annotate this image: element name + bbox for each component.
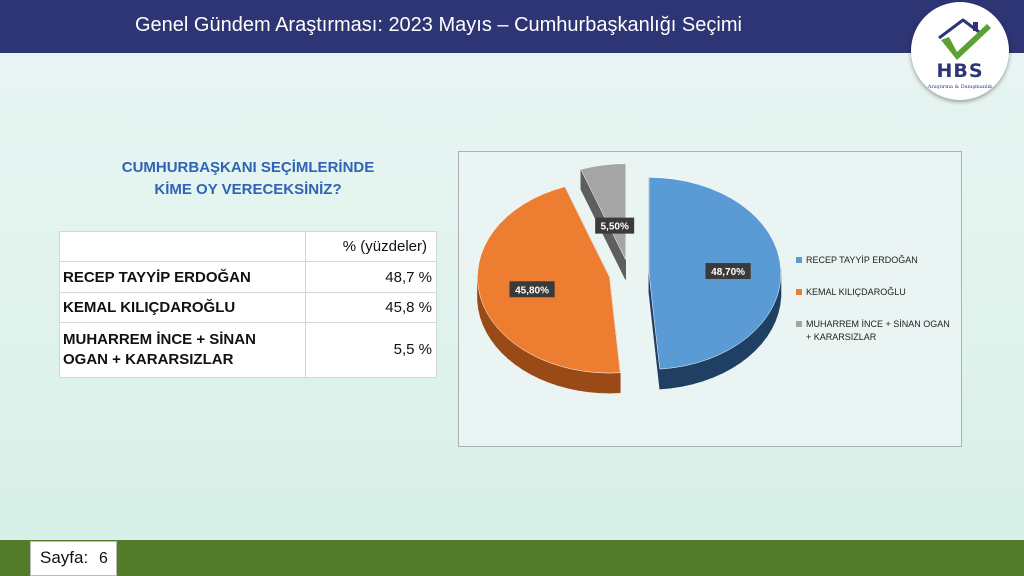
row-name: KEMAL KILIÇDAROĞLU	[59, 292, 306, 323]
question-heading: CUMHURBAŞKANI SEÇİMLERİNDE KİME OY VEREC…	[100, 157, 396, 201]
legend-label: RECEP TAYYİP ERDOĞAN	[806, 255, 918, 265]
question-line-1: CUMHURBAŞKANI SEÇİMLERİNDE	[121, 159, 375, 176]
table-row: RECEP TAYYİP ERDOĞAN 48,7 %	[59, 261, 437, 293]
pie-data-label-text: 45,80%	[515, 285, 549, 296]
results-table: % (yüzdeler) RECEP TAYYİP ERDOĞAN 48,7 %…	[59, 231, 437, 378]
table-row: KEMAL KILIÇDAROĞLU 45,8 %	[59, 292, 437, 323]
pie-data-label: 45,80%	[509, 281, 555, 298]
pie-chart: 48,70% 45,80% 5,50% RECEP TAYYİP ERDOĞAN KEM…	[477, 163, 950, 394]
question-line-2: KİME OY VERECEKSİNİZ?	[154, 181, 342, 198]
row-name-line-1: MUHARREM İNCE + SİNAN	[63, 331, 256, 348]
table-header-percent: % (yüzdeler)	[305, 231, 437, 262]
header-bar: Genel Gündem Araştırması: 2023 Mayıs – C…	[0, 0, 1024, 53]
hbs-logo: HBS Araştırma & Danışmanlık	[911, 2, 1009, 100]
row-name: RECEP TAYYİP ERDOĞAN	[59, 261, 306, 293]
row-name: MUHARREM İNCE + SİNAN OGAN + KARARSIZLAR	[59, 322, 306, 378]
row-value: 45,8 %	[305, 292, 437, 323]
page-indicator: Sayfa: 6	[30, 541, 117, 576]
legend-label: MUHARREM İNCE + SİNAN OGAN	[806, 319, 950, 329]
pie-slice	[580, 163, 626, 260]
footer-bar	[0, 540, 1024, 576]
row-value: 5,5 %	[305, 322, 437, 378]
logo-text: HBS	[936, 60, 984, 82]
pie-data-label: 48,70%	[705, 263, 751, 280]
pie-data-label: 5,50%	[595, 217, 635, 234]
table-header-row: % (yüzdeler)	[59, 231, 437, 262]
legend-label: KEMAL KILIÇDAROĞLU	[806, 287, 906, 297]
page-number: 6	[99, 550, 108, 567]
pie-slice	[477, 186, 621, 374]
legend-entry: MUHARREM İNCE + SİNAN OGAN + KARARSIZLAR	[796, 319, 950, 342]
pie-slice-side	[648, 177, 782, 390]
table-header-empty	[59, 231, 306, 262]
page-title: Genel Gündem Araştırması: 2023 Mayıs – C…	[135, 14, 742, 36]
row-value: 48,7 %	[305, 261, 437, 293]
row-name-line-2: OGAN + KARARSIZLAR	[63, 351, 234, 368]
legend-entry: KEMAL KILIÇDAROĞLU	[796, 287, 906, 297]
house-check-icon	[938, 18, 991, 60]
pie-data-label-text: 5,50%	[600, 222, 628, 233]
legend-swatch	[796, 257, 802, 263]
page-label: Sayfa:	[40, 548, 89, 567]
pie-chart-panel: 48,70% 45,80% 5,50% RECEP TAYYİP ERDOĞAN KEM…	[458, 151, 962, 447]
table-row: MUHARREM İNCE + SİNAN OGAN + KARARSIZLAR…	[59, 322, 437, 378]
legend-swatch	[796, 321, 802, 327]
legend-swatch	[796, 289, 802, 295]
legend-entry: RECEP TAYYİP ERDOĞAN	[796, 255, 918, 265]
pie-data-label-text: 48,70%	[711, 267, 745, 278]
logo-tagline: Araştırma & Danışmanlık	[927, 84, 993, 90]
legend-label: + KARARSIZLAR	[806, 332, 877, 342]
